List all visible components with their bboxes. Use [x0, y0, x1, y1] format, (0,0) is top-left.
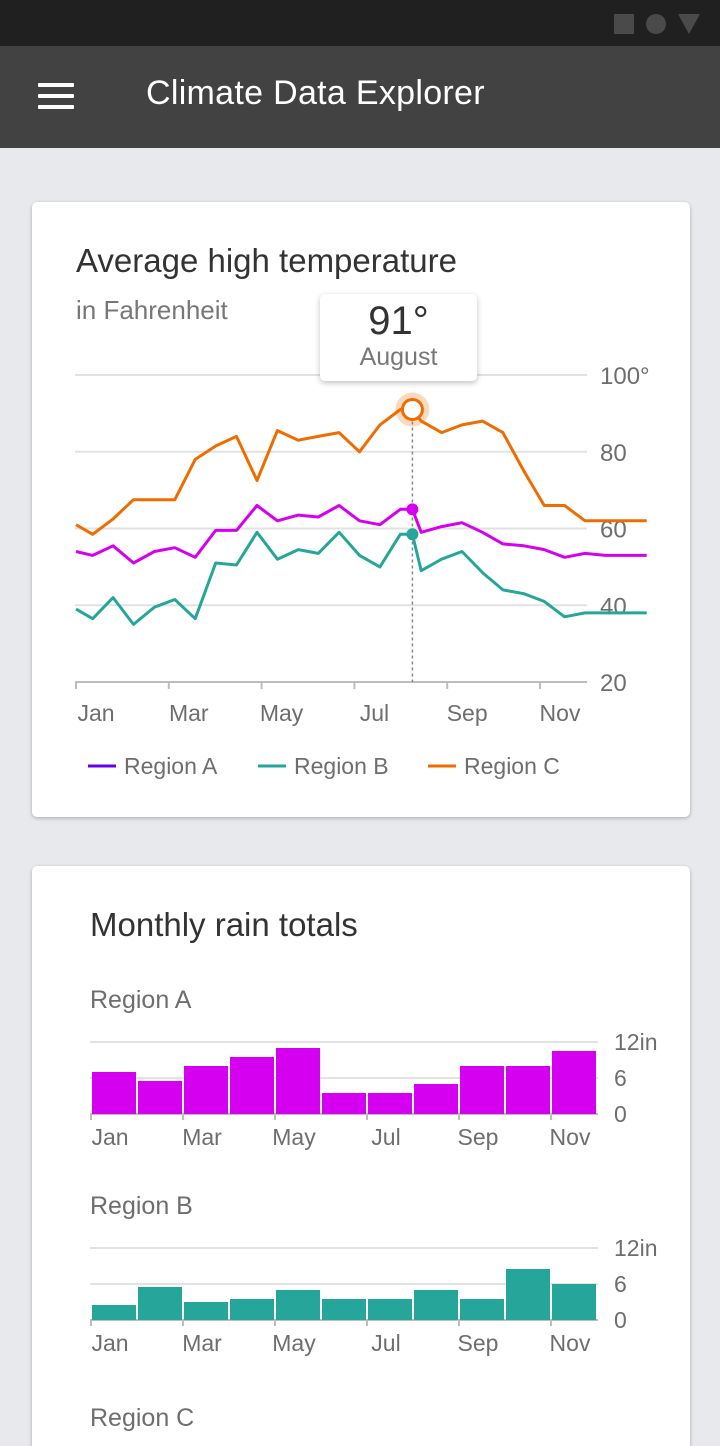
- x-tick-label: Jul: [360, 700, 389, 726]
- series-line-region-b: [75, 530, 647, 626]
- series-line-region-c: [75, 408, 647, 536]
- temperature-chart-title: Average high temperature: [76, 242, 457, 279]
- x-tick-label: Jul: [371, 1330, 400, 1356]
- app-bar: Climate Data Explorer: [0, 46, 720, 148]
- x-tick-label: Mar: [182, 1124, 222, 1150]
- legend-label: Region B: [294, 753, 389, 779]
- highlight-point: [406, 528, 419, 541]
- bar-nov: [552, 1051, 596, 1114]
- rain-bar-chart-region-a: 0 6 12in Jan Mar May Jul Sep Nov: [90, 1029, 657, 1150]
- bar-jun: [322, 1093, 366, 1114]
- menu-button[interactable]: [28, 76, 84, 116]
- bar-jan: [92, 1305, 136, 1320]
- app-title: Climate Data Explorer: [146, 74, 485, 112]
- bar-may: [276, 1290, 320, 1320]
- y-tick-label: 80: [600, 440, 627, 467]
- y-tick-label: 0: [614, 1307, 627, 1333]
- legend-label: Region A: [124, 753, 218, 779]
- bar-feb: [138, 1287, 182, 1320]
- x-tick-label: Jan: [77, 700, 114, 726]
- bar-jul: [368, 1093, 412, 1114]
- x-tick-label: Nov: [550, 1124, 591, 1150]
- x-tick-label: Jan: [91, 1330, 128, 1356]
- rain-region-a-label: Region A: [90, 986, 192, 1014]
- y-tick-label: 6: [614, 1065, 627, 1091]
- highlight-point: [406, 503, 419, 516]
- circle-icon: [646, 14, 666, 34]
- bar-nov: [552, 1284, 596, 1320]
- bar-feb: [138, 1081, 182, 1114]
- status-bar: [0, 0, 720, 46]
- y-tick-label: 12in: [614, 1235, 657, 1261]
- rain-chart-title: Monthly rain totals: [90, 906, 358, 943]
- x-tick-label: Mar: [182, 1330, 222, 1356]
- x-tick-label: Jul: [371, 1124, 400, 1150]
- chart-tooltip: 91° August: [320, 294, 477, 381]
- legend-label: Region C: [464, 753, 560, 779]
- x-tick-label: May: [260, 700, 304, 726]
- y-tick-label: 12in: [614, 1029, 657, 1055]
- rain-region-b-label: Region B: [90, 1192, 193, 1220]
- x-tick-label: Mar: [169, 700, 209, 726]
- tooltip-label: August: [359, 343, 438, 371]
- y-tick-label: 6: [614, 1271, 627, 1297]
- bar-jul: [368, 1299, 412, 1320]
- rain-card: Monthly rain totals Region A Region B Re…: [32, 866, 690, 1446]
- x-tick-label: Sep: [458, 1330, 499, 1356]
- tooltip-value: 91°: [368, 299, 429, 343]
- square-icon: [614, 14, 634, 34]
- y-tick-label: 40: [600, 593, 627, 620]
- temperature-chart-subtitle: in Fahrenheit: [76, 295, 228, 325]
- bar-apr: [230, 1057, 274, 1114]
- bar-oct: [506, 1066, 550, 1114]
- triangle-icon: [678, 14, 700, 34]
- x-tick-label: May: [272, 1330, 316, 1356]
- x-tick-label: Jan: [91, 1124, 128, 1150]
- series-line-region-a: [75, 504, 647, 565]
- bar-aug: [414, 1084, 458, 1114]
- bar-mar: [184, 1302, 228, 1320]
- bar-mar: [184, 1066, 228, 1114]
- x-tick-label: Nov: [550, 1330, 591, 1356]
- bar-oct: [506, 1269, 550, 1320]
- x-tick-label: Nov: [540, 700, 581, 726]
- x-tick-label: Sep: [458, 1124, 499, 1150]
- bar-jun: [322, 1299, 366, 1320]
- bar-aug: [414, 1290, 458, 1320]
- bar-apr: [230, 1299, 274, 1320]
- y-tick-label: 20: [600, 670, 627, 697]
- rain-region-c-label: Region C: [90, 1404, 195, 1432]
- y-tick-label: 0: [614, 1101, 627, 1127]
- bar-sep: [460, 1299, 504, 1320]
- bar-may: [276, 1048, 320, 1114]
- x-tick-label: May: [272, 1124, 316, 1150]
- highlight-point: [400, 398, 424, 422]
- y-tick-label: 100°: [600, 363, 650, 390]
- bar-jan: [92, 1072, 136, 1114]
- bar-sep: [460, 1066, 504, 1114]
- x-tick-label: Sep: [447, 700, 488, 726]
- rain-bar-chart-region-b: 0 6 12in Jan Mar May Jul Sep Nov: [90, 1235, 657, 1356]
